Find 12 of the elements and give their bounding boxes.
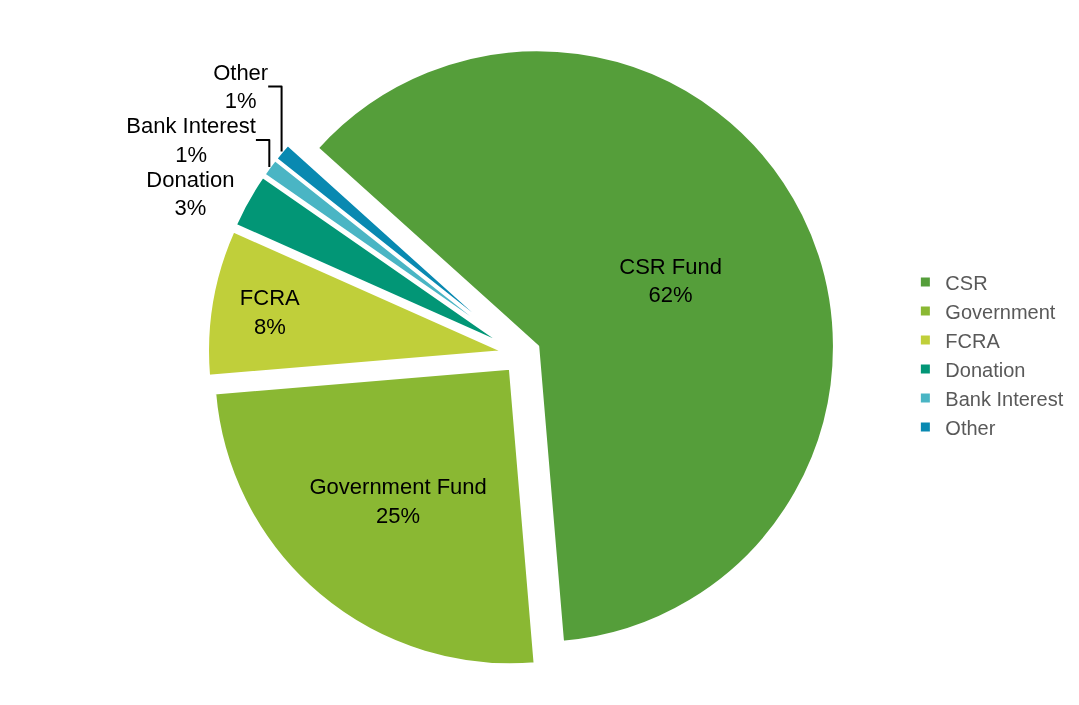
data-label: CSR Fund 62%	[619, 253, 722, 308]
legend-label: Donation	[945, 358, 1026, 381]
legend-label: Other	[945, 416, 996, 439]
data-label: Other 1%	[213, 59, 269, 114]
legend-label: FCRA	[945, 329, 1001, 352]
data-label: Bank Interest 1%	[126, 113, 256, 167]
data-label: FCRA 8%	[239, 285, 301, 339]
data-label: Donation 3%	[146, 166, 235, 221]
legend-label: Government	[945, 300, 1056, 323]
legend-label: CSR	[945, 271, 988, 294]
legend-label: Bank Interest	[945, 387, 1064, 410]
data-label: Government Fund 25%	[309, 474, 487, 528]
